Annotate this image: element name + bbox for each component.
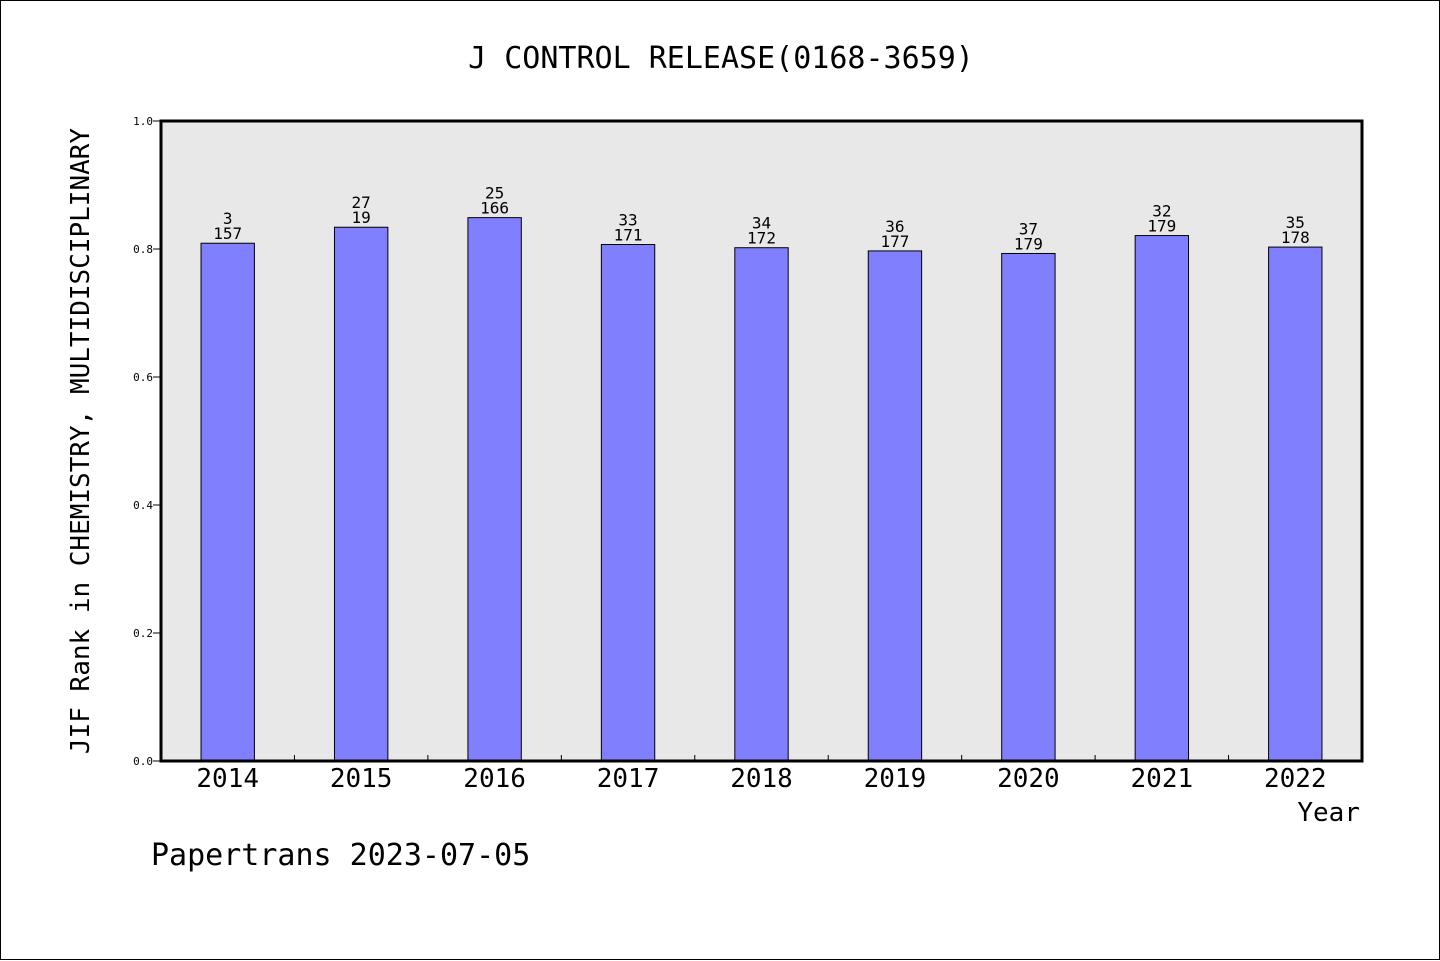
bar-label-top-2020: 37 <box>1019 219 1038 238</box>
y-axis-label: JIF Rank in CHEMISTRY, MULTIDISCIPLINARY <box>66 128 96 754</box>
x-tick-label-2017: 2017 <box>597 764 660 794</box>
plot-border <box>159 119 1364 763</box>
bar-label-top-2017: 33 <box>618 211 637 230</box>
bar-label-bottom-2017: 171 <box>614 226 643 245</box>
x-tick-label-2014: 2014 <box>196 764 259 794</box>
bar-label-top-2015: 27 <box>352 193 371 212</box>
bar-label-top-2018: 34 <box>752 214 771 233</box>
y-tick-label: 0.2 <box>133 627 153 640</box>
bar-label-top-2021: 32 <box>1152 202 1171 221</box>
bar-label-bottom-2021: 179 <box>1147 217 1176 236</box>
bar-label-bottom-2018: 172 <box>747 229 776 248</box>
chart-title: J CONTROL RELEASE(0168-3659) <box>468 41 974 76</box>
x-tick-label-2021: 2021 <box>1131 764 1194 794</box>
x-tick-label-2020: 2020 <box>997 764 1060 794</box>
x-tick-label-2018: 2018 <box>730 764 793 794</box>
bar-label-bottom-2022: 178 <box>1281 228 1310 247</box>
bar-label-top-2014: 3 <box>223 209 233 228</box>
bar-label-bottom-2016: 166 <box>480 199 509 218</box>
bar-label-bottom-2014: 157 <box>213 224 242 243</box>
x-tick-label-2016: 2016 <box>463 764 526 794</box>
y-tick-label: 0.0 <box>133 755 153 768</box>
bar-2018 <box>734 247 789 762</box>
y-tick-label: 0.6 <box>133 371 153 384</box>
bar-2022 <box>1268 246 1323 762</box>
x-tick-label-2019: 2019 <box>864 764 927 794</box>
bar-label-bottom-2015: 19 <box>352 208 371 227</box>
bar-2021 <box>1134 235 1190 762</box>
bar-label-bottom-2020: 179 <box>1014 234 1043 253</box>
bar-2020 <box>1001 252 1056 762</box>
bar-label-top-2022: 35 <box>1286 213 1305 232</box>
bar-2019 <box>867 250 923 762</box>
bars-group <box>200 217 1323 762</box>
bar-label-top-2019: 36 <box>885 217 904 236</box>
bar-2014 <box>200 242 255 762</box>
bar-2017 <box>600 244 656 762</box>
y-tick-label: 1.0 <box>133 115 153 128</box>
y-tick-label: 0.4 <box>133 499 153 512</box>
footer-credit: Papertrans 2023-07-05 <box>151 838 530 873</box>
x-axis-label: Year <box>1297 798 1360 828</box>
bar-label-bottom-2019: 177 <box>880 232 909 251</box>
bar-label-top-2016: 25 <box>485 184 504 203</box>
y-tick-label: 0.8 <box>133 243 153 256</box>
bar-2016 <box>467 217 522 762</box>
x-tick-label-2015: 2015 <box>330 764 393 794</box>
x-tick-label-2022: 2022 <box>1264 764 1327 794</box>
bar-2015 <box>333 226 389 762</box>
